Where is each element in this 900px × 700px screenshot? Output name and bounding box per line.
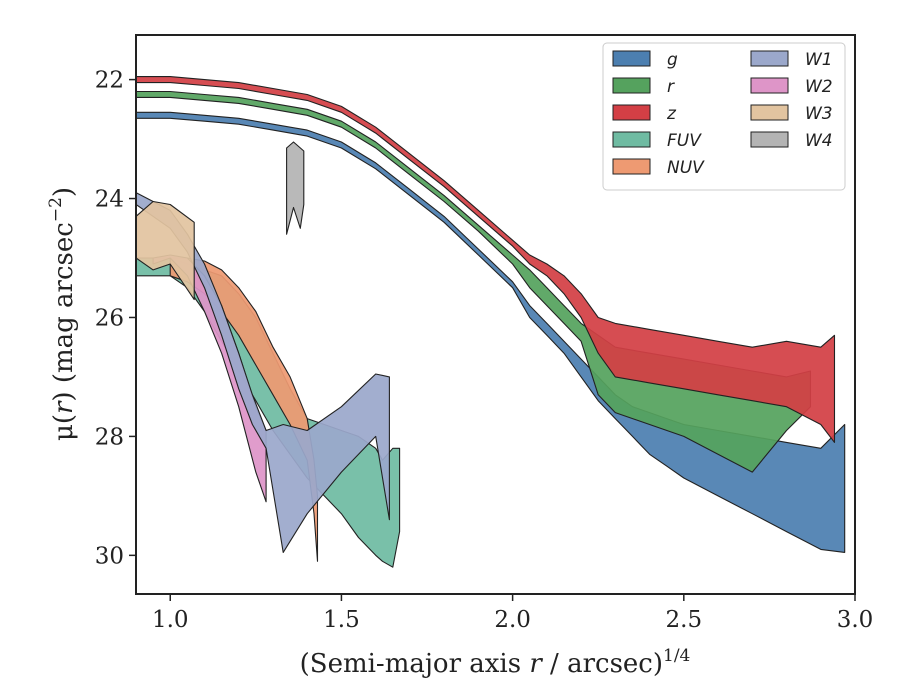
x-axis: 1.0 1.5 2.0 2.5 3.0 <box>152 594 873 633</box>
y-tick-label: 30 <box>95 543 124 569</box>
y-tick-label: 22 <box>95 68 124 94</box>
y-tick-label: 28 <box>95 424 124 450</box>
legend-swatch-g <box>612 50 651 67</box>
y-axis: 22 24 26 28 30 <box>95 68 136 569</box>
legend-swatch-nuv <box>612 158 651 175</box>
y-axis-label: μ(r) (mag arcsec−2) <box>46 187 79 441</box>
legend-swatch-w2 <box>750 77 789 94</box>
x-tick-label: 2.5 <box>666 607 703 633</box>
legend-label-z: z <box>666 104 677 124</box>
band-g <box>136 111 846 553</box>
legend-label-g: g <box>667 50 678 70</box>
legend-swatch-z <box>612 104 651 121</box>
legend-label-nuv: NUV <box>667 158 705 178</box>
legend-label-w1: W1 <box>805 50 833 70</box>
plot-frame <box>135 34 856 595</box>
legend-label-r: r <box>667 77 675 97</box>
legend-label-w3: W3 <box>805 104 833 124</box>
legend-swatch-fuv <box>612 131 651 148</box>
legend-swatch-w3 <box>750 104 789 121</box>
band-w3 <box>136 200 195 301</box>
y-tick-label: 24 <box>95 187 124 213</box>
x-tick-label: 1.0 <box>152 607 189 633</box>
band-w1 <box>136 192 390 553</box>
x-tick-label: 3.0 <box>837 607 874 633</box>
series-bands <box>136 76 846 568</box>
y-tick-label: 26 <box>95 305 124 331</box>
legend-swatch-w4 <box>750 131 789 148</box>
legend-swatch-r <box>612 77 651 94</box>
legend-label-w4: W4 <box>805 131 833 151</box>
x-tick-label: 1.5 <box>323 607 360 633</box>
legend-swatch-w1 <box>750 50 789 67</box>
band-z <box>136 76 836 443</box>
x-tick-label: 2.0 <box>494 607 531 633</box>
legend: grz FUV NUV W1 W2 W3 W4 <box>602 42 846 191</box>
legend-label-w2: W2 <box>805 77 833 97</box>
band-w4 <box>286 141 305 235</box>
legend-label-fuv: FUV <box>667 131 702 151</box>
x-axis-label: (Semi-major axis r / arcsec)1/4 <box>300 646 691 679</box>
